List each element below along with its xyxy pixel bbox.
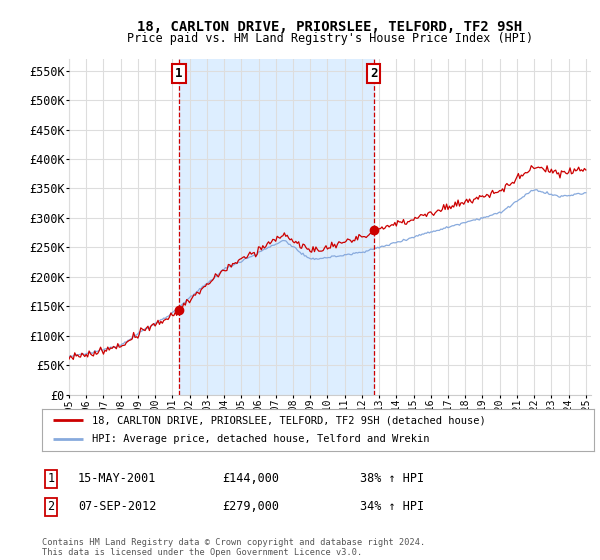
Text: 2: 2 <box>370 67 377 80</box>
Bar <box>179 59 374 395</box>
Text: 1: 1 <box>175 67 182 80</box>
Text: 2: 2 <box>47 500 55 514</box>
Text: 07-SEP-2012: 07-SEP-2012 <box>78 500 157 514</box>
Text: 34% ↑ HPI: 34% ↑ HPI <box>360 500 424 514</box>
Text: Price paid vs. HM Land Registry's House Price Index (HPI): Price paid vs. HM Land Registry's House … <box>127 32 533 45</box>
Text: 38% ↑ HPI: 38% ↑ HPI <box>360 472 424 486</box>
Text: £144,000: £144,000 <box>222 472 279 486</box>
Text: 18, CARLTON DRIVE, PRIORSLEE, TELFORD, TF2 9SH (detached house): 18, CARLTON DRIVE, PRIORSLEE, TELFORD, T… <box>92 415 485 425</box>
Text: £279,000: £279,000 <box>222 500 279 514</box>
Text: 1: 1 <box>47 472 55 486</box>
Text: 15-MAY-2001: 15-MAY-2001 <box>78 472 157 486</box>
Text: Contains HM Land Registry data © Crown copyright and database right 2024.
This d: Contains HM Land Registry data © Crown c… <box>42 538 425 557</box>
Text: HPI: Average price, detached house, Telford and Wrekin: HPI: Average price, detached house, Telf… <box>92 435 429 445</box>
Text: 18, CARLTON DRIVE, PRIORSLEE, TELFORD, TF2 9SH: 18, CARLTON DRIVE, PRIORSLEE, TELFORD, T… <box>137 20 523 34</box>
